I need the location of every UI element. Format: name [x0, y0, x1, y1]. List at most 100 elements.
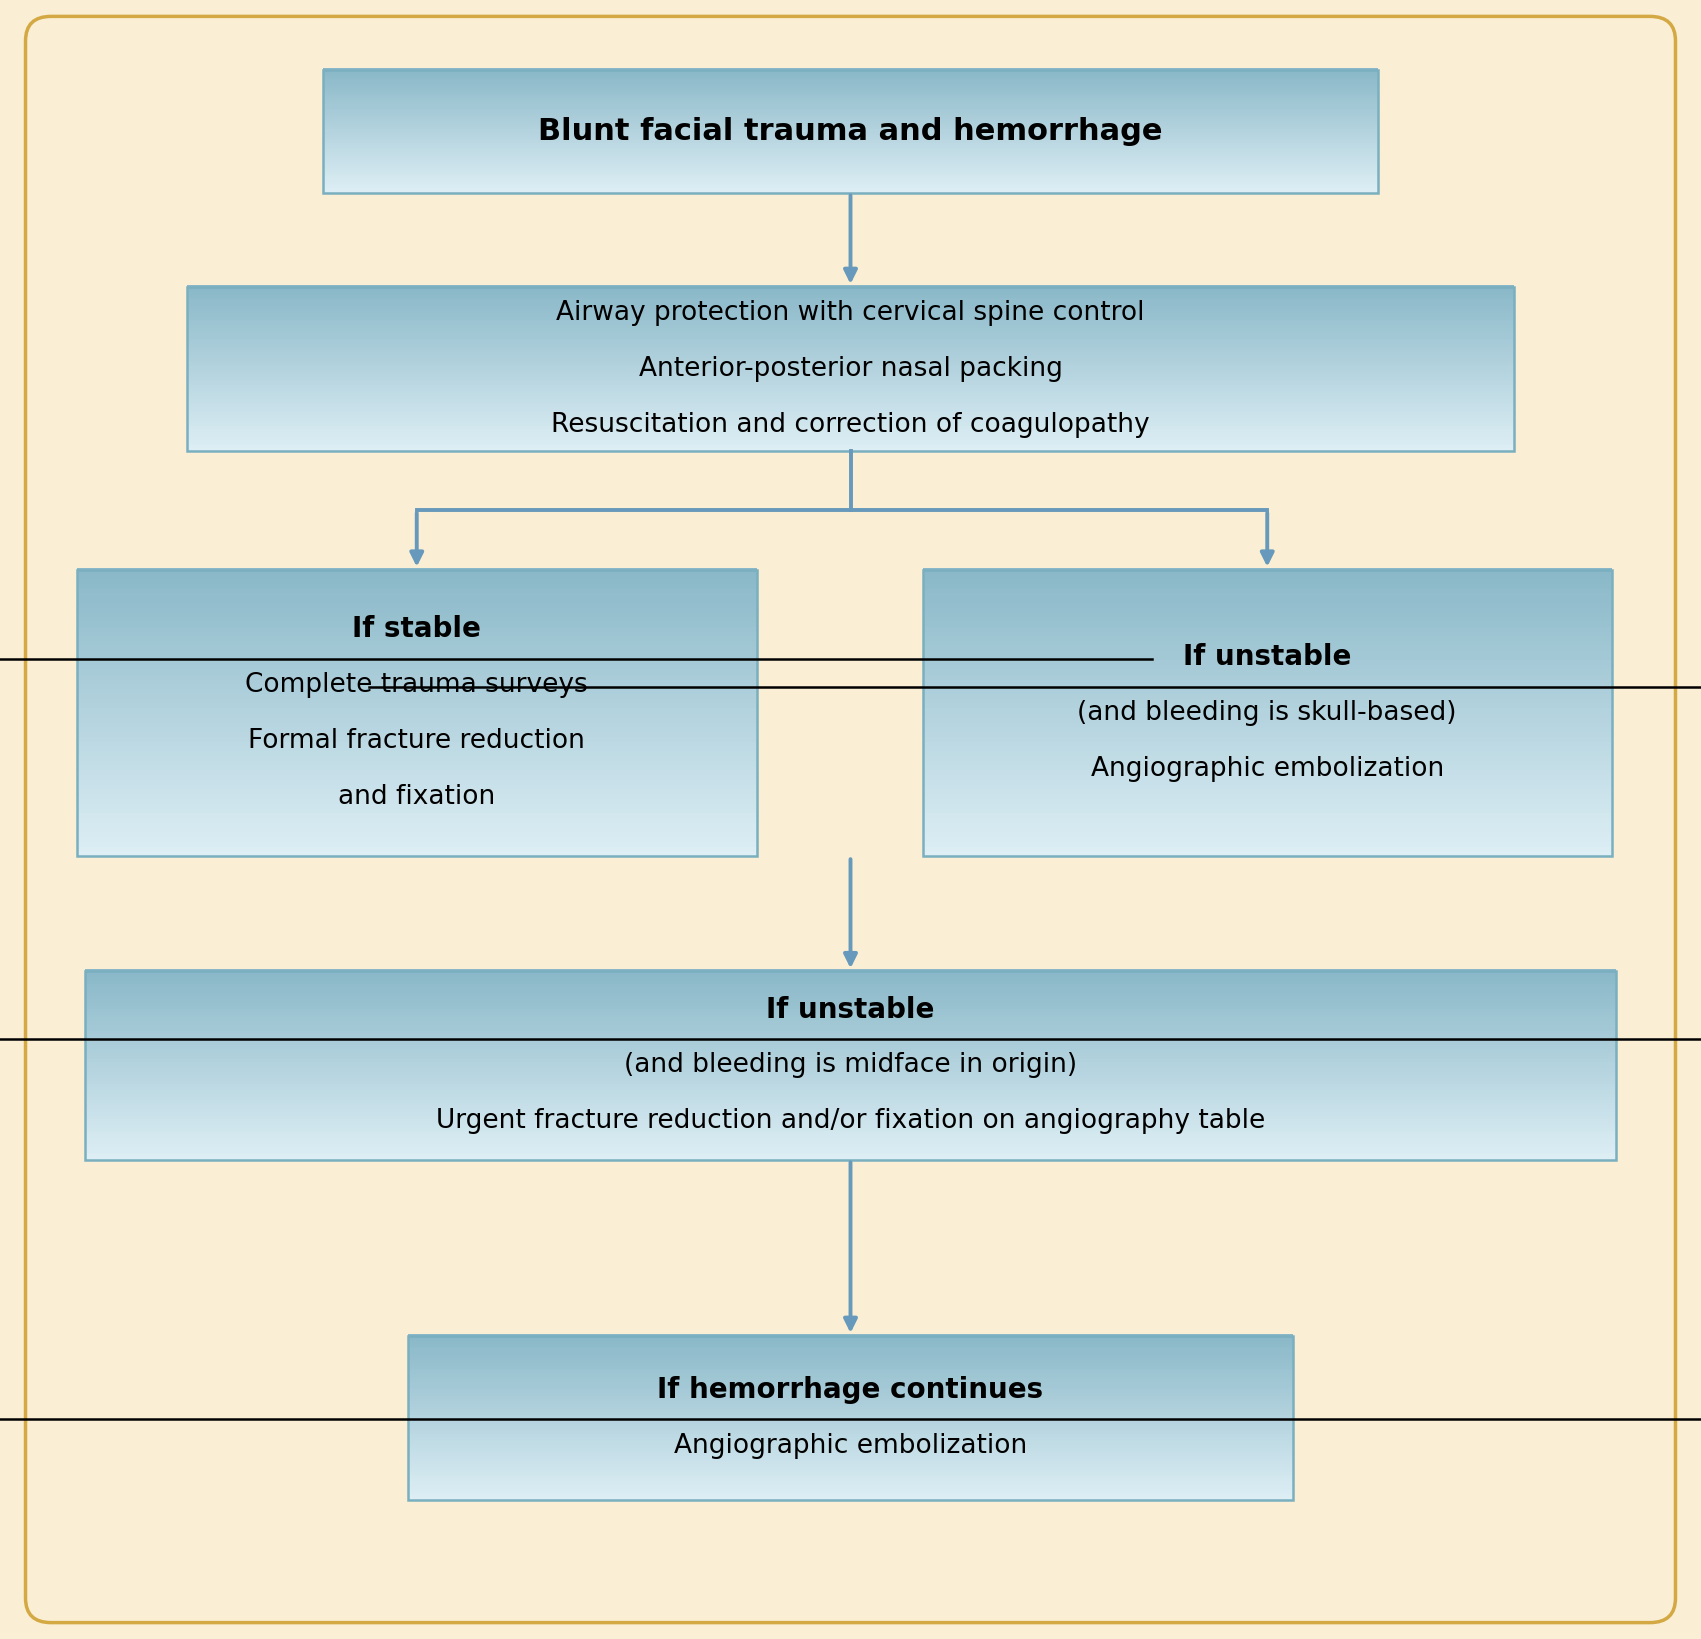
Bar: [922, 664, 1613, 670]
Bar: [323, 115, 1378, 120]
Bar: [187, 293, 1514, 298]
Bar: [77, 611, 757, 618]
Bar: [85, 1029, 1616, 1034]
Bar: [408, 1354, 1293, 1357]
Bar: [408, 1416, 1293, 1421]
Bar: [323, 120, 1378, 123]
Bar: [187, 302, 1514, 306]
Bar: [922, 621, 1613, 628]
Bar: [77, 639, 757, 646]
Bar: [77, 692, 757, 698]
Bar: [187, 421, 1514, 426]
Bar: [408, 1487, 1293, 1491]
Bar: [77, 736, 757, 742]
Bar: [922, 726, 1613, 733]
Bar: [187, 288, 1514, 292]
Bar: [77, 569, 757, 574]
Bar: [77, 669, 757, 675]
Bar: [77, 721, 757, 728]
Bar: [187, 375, 1514, 380]
Bar: [77, 654, 757, 661]
Bar: [85, 1105, 1616, 1110]
Bar: [922, 731, 1613, 738]
Bar: [408, 1493, 1293, 1496]
Bar: [187, 441, 1514, 446]
Bar: [922, 783, 1613, 790]
Bar: [323, 136, 1378, 139]
Bar: [77, 697, 757, 703]
Bar: [187, 343, 1514, 347]
Bar: [323, 89, 1378, 92]
Bar: [408, 1408, 1293, 1413]
Text: (and bleeding is midface in origin): (and bleeding is midface in origin): [624, 1052, 1077, 1078]
Bar: [187, 429, 1514, 434]
Bar: [922, 602, 1613, 608]
Bar: [77, 816, 757, 823]
Bar: [323, 67, 1378, 72]
Bar: [408, 1411, 1293, 1414]
Bar: [408, 1441, 1293, 1446]
Bar: [77, 616, 757, 623]
Bar: [323, 180, 1378, 184]
Bar: [187, 351, 1514, 356]
Bar: [187, 359, 1514, 364]
Bar: [323, 87, 1378, 90]
Bar: [922, 846, 1613, 852]
Text: Angiographic embolization: Angiographic embolization: [1090, 756, 1444, 782]
Bar: [408, 1355, 1293, 1360]
Bar: [187, 370, 1514, 374]
Bar: [323, 166, 1378, 170]
Bar: [77, 769, 757, 775]
Text: Formal fracture reduction: Formal fracture reduction: [248, 728, 585, 754]
Bar: [922, 577, 1613, 583]
Bar: [323, 103, 1378, 107]
Bar: [187, 367, 1514, 372]
Bar: [323, 185, 1378, 188]
Bar: [85, 1126, 1616, 1131]
Bar: [323, 157, 1378, 162]
Bar: [85, 1047, 1616, 1052]
Bar: [323, 121, 1378, 125]
Bar: [922, 759, 1613, 765]
Bar: [323, 161, 1378, 164]
Bar: [323, 148, 1378, 151]
Bar: [187, 313, 1514, 316]
Bar: [408, 1347, 1293, 1352]
Bar: [323, 98, 1378, 102]
Bar: [77, 626, 757, 631]
Bar: [77, 582, 757, 588]
Bar: [85, 975, 1616, 980]
Bar: [323, 111, 1378, 115]
Bar: [85, 1019, 1616, 1024]
Bar: [323, 139, 1378, 144]
Bar: [408, 1334, 1293, 1339]
Bar: [323, 97, 1378, 100]
Bar: [77, 587, 757, 593]
Bar: [187, 446, 1514, 451]
Bar: [323, 133, 1378, 138]
Bar: [187, 405, 1514, 410]
Bar: [85, 998, 1616, 1003]
Bar: [922, 626, 1613, 631]
Bar: [408, 1400, 1293, 1405]
Bar: [323, 156, 1378, 159]
Bar: [187, 438, 1514, 443]
Bar: [85, 1057, 1616, 1062]
Bar: [187, 420, 1514, 423]
Bar: [408, 1478, 1293, 1483]
Bar: [922, 836, 1613, 842]
Text: and fixation: and fixation: [338, 783, 495, 810]
Bar: [323, 72, 1378, 75]
Bar: [408, 1428, 1293, 1431]
Bar: [85, 1115, 1616, 1119]
Bar: [85, 995, 1616, 1000]
Bar: [922, 572, 1613, 579]
Bar: [77, 592, 757, 598]
Bar: [922, 634, 1613, 641]
Bar: [85, 1121, 1616, 1124]
Bar: [85, 1142, 1616, 1147]
Bar: [77, 602, 757, 608]
Bar: [922, 821, 1613, 828]
Bar: [187, 338, 1514, 341]
Bar: [408, 1392, 1293, 1396]
